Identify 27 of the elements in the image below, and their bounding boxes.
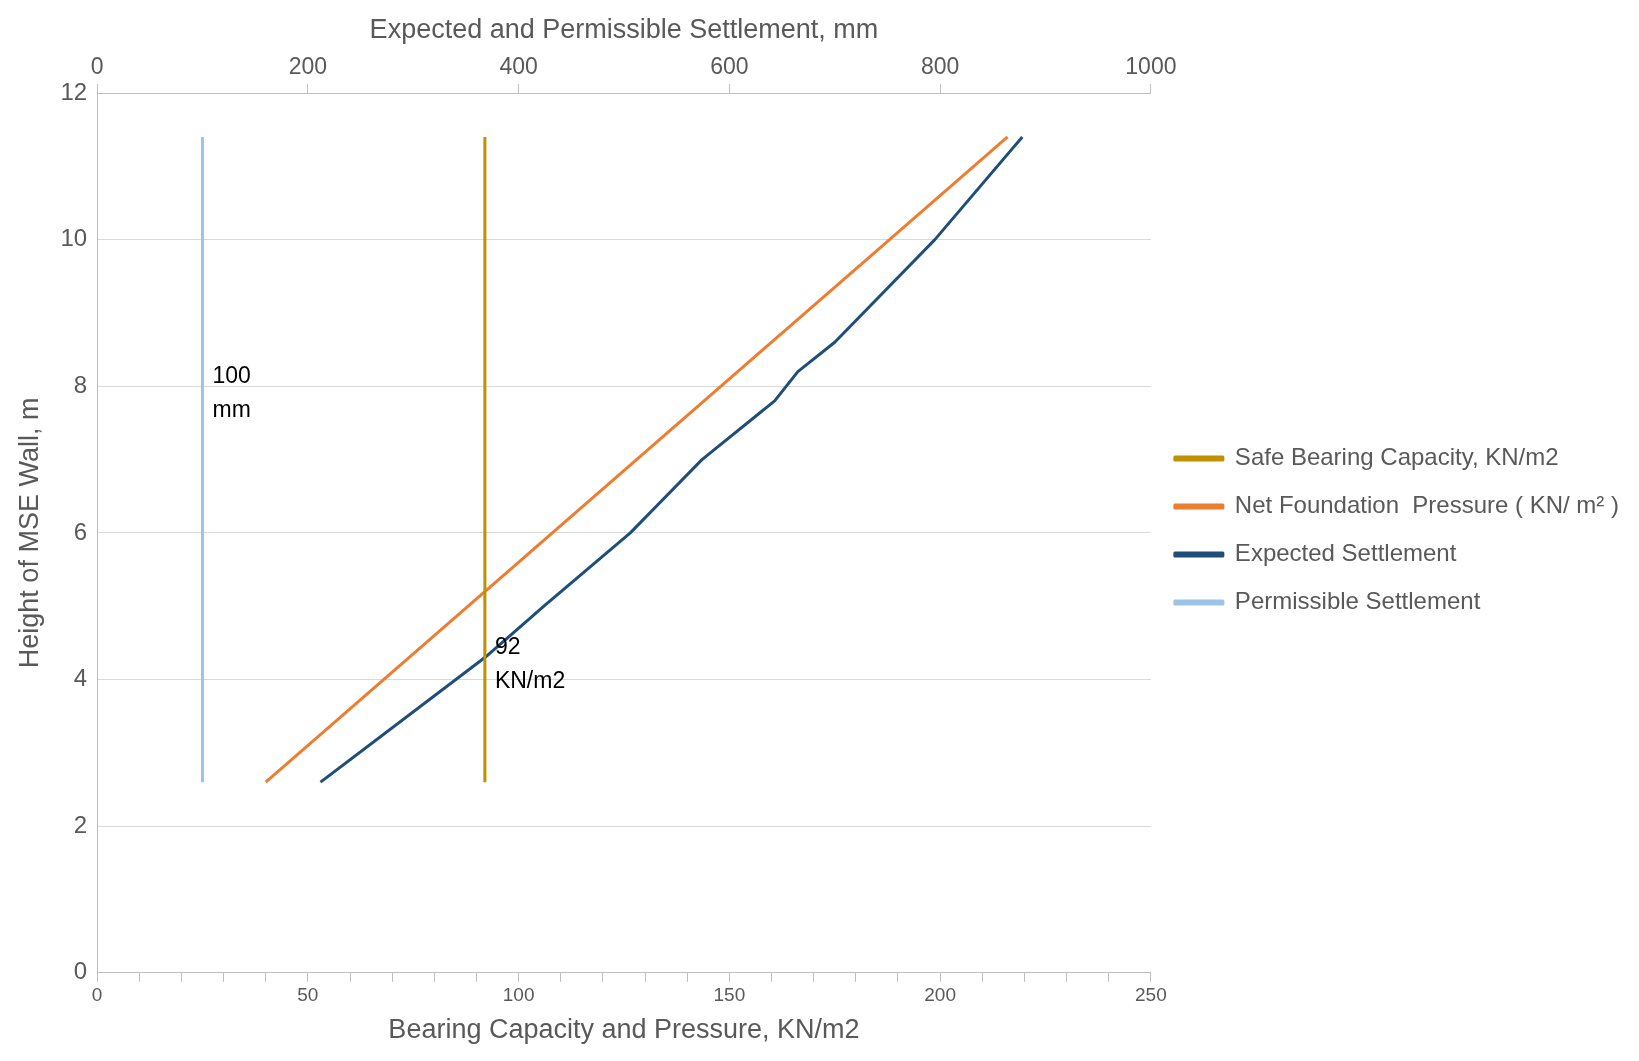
x-tick-label: 200 [924, 984, 956, 1006]
y-tick-label: 10 [60, 224, 88, 252]
x2-tick-label: 1000 [1125, 52, 1177, 79]
y-tick-label: 0 [73, 957, 88, 985]
x2-tick-label: 600 [710, 52, 749, 79]
legend-label: Expected Settlement [1234, 539, 1457, 567]
annotation: 92 KN/m2 [494, 633, 566, 694]
x-tick-label: 150 [713, 984, 746, 1006]
x2-tick-label: 400 [499, 52, 538, 79]
y-tick-label: 8 [73, 370, 88, 398]
x-tick-label: 100 [502, 984, 535, 1006]
x-tick-label: 50 [297, 984, 319, 1006]
y-axis-title: Height of MSE Wall, m [13, 397, 44, 669]
x-tick-label: 250 [1135, 984, 1167, 1006]
legend-label: Permissible Settlement [1234, 587, 1481, 615]
legend-label: Net Foundation Pressure ( KN/ m² ) [1234, 491, 1620, 519]
x-tick-label: 0 [91, 984, 103, 1006]
y-tick-label: 6 [73, 517, 88, 545]
x-axis-title: Bearing Capacity and Pressure, KN/m2 [388, 1014, 860, 1045]
y-tick-label: 12 [60, 77, 88, 105]
x2-axis-title: Expected and Permissible Settlement, mm [369, 13, 879, 44]
legend-label: Safe Bearing Capacity, KN/m2 [1234, 443, 1559, 471]
x2-tick-label: 200 [288, 52, 328, 79]
x2-tick-label: 800 [920, 52, 960, 79]
y-tick-label: 4 [73, 664, 88, 692]
annotation: 100 mm [212, 361, 251, 422]
y-tick-label: 2 [73, 810, 88, 838]
